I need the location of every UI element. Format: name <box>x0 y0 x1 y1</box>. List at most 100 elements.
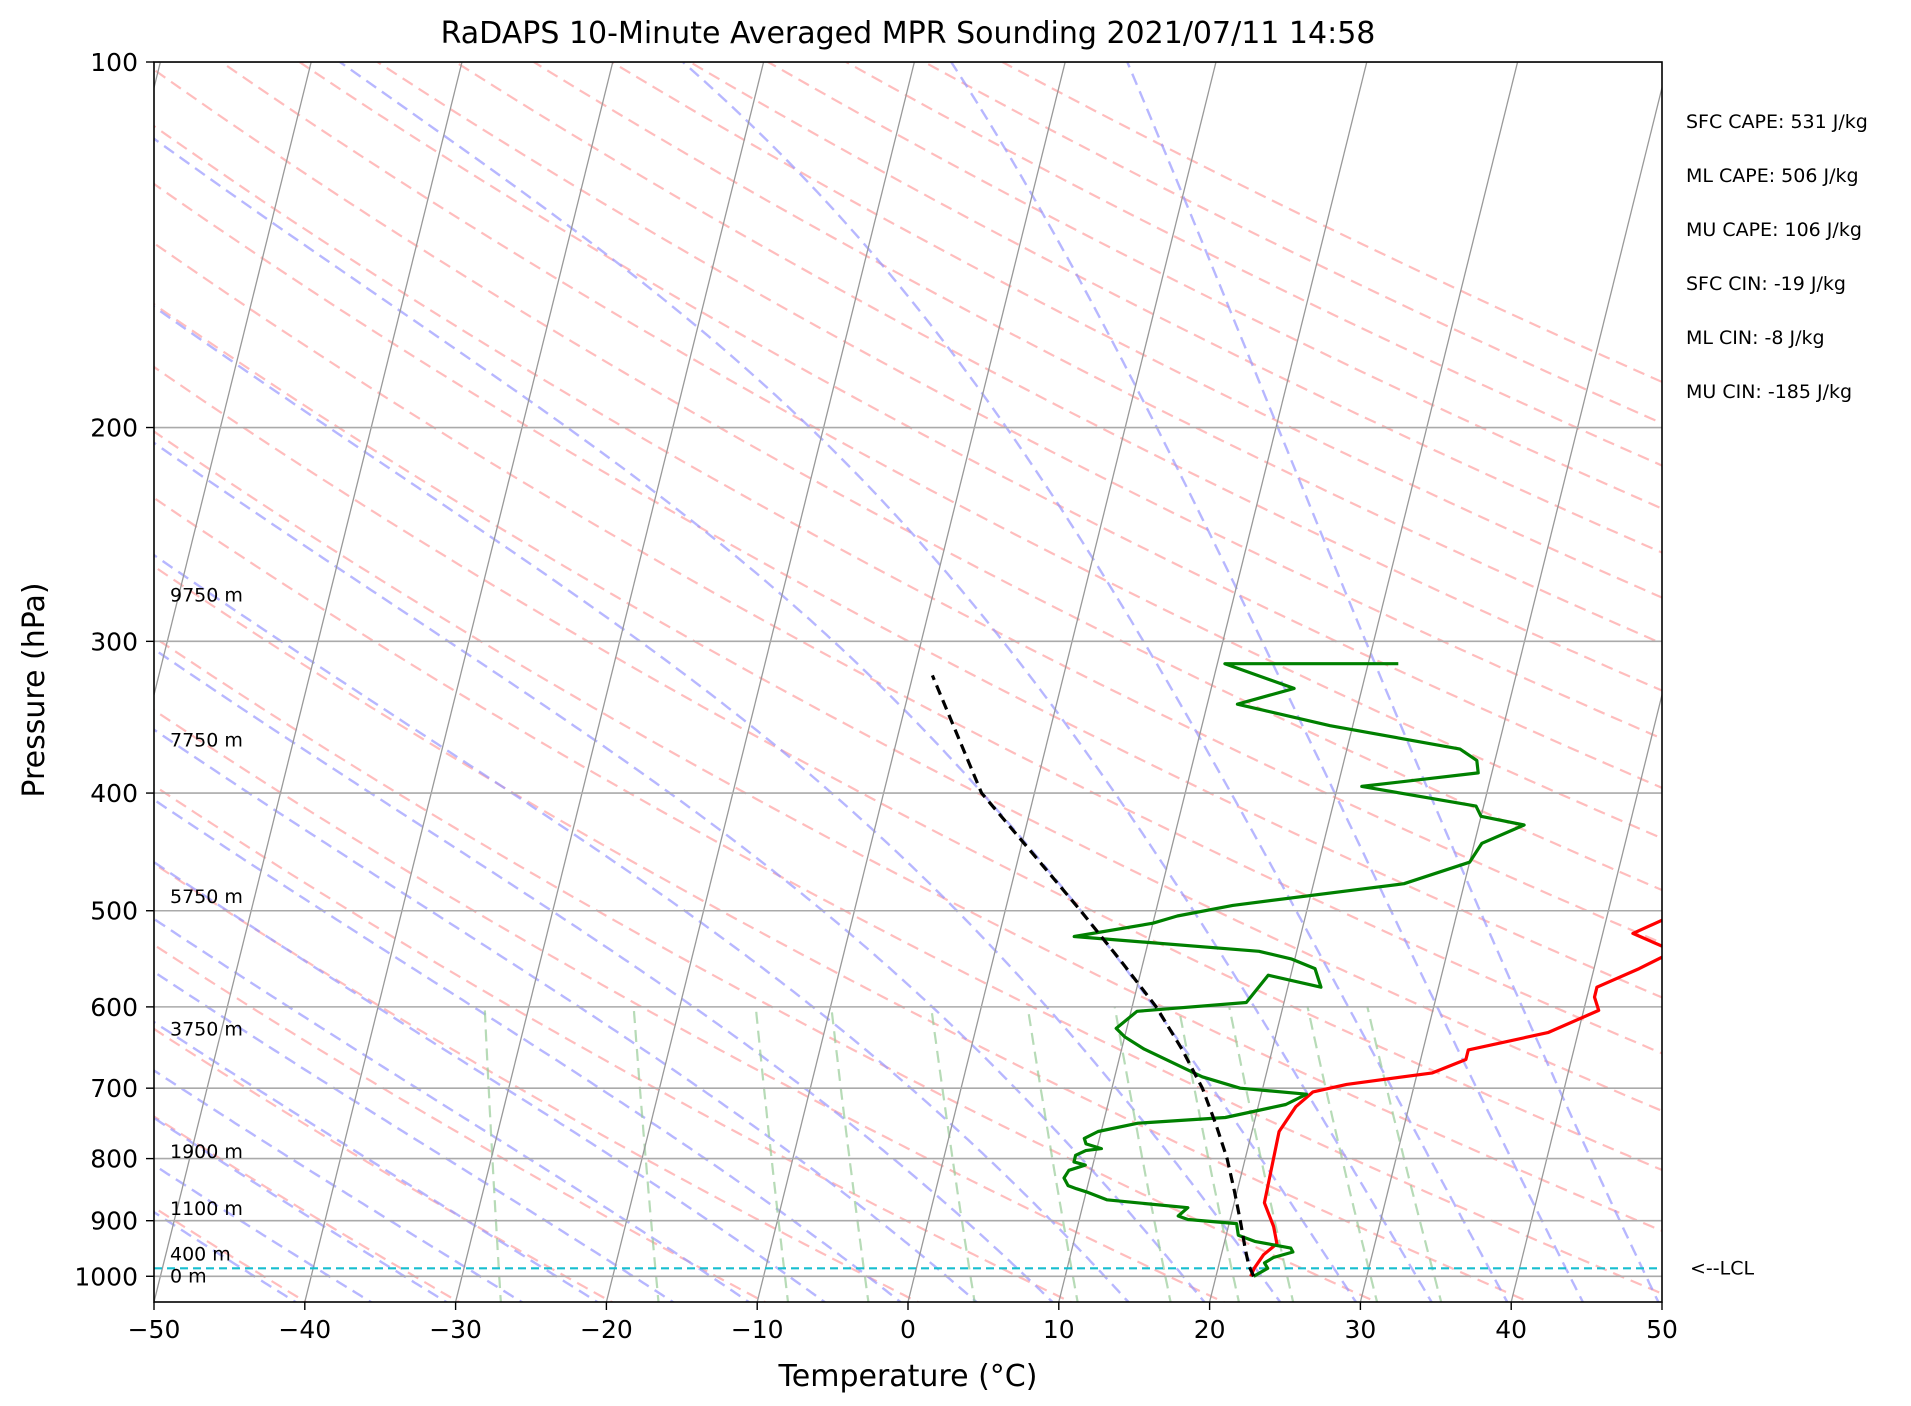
height-label: 7750 m <box>170 729 243 751</box>
y-tick-label: 400 <box>90 779 138 808</box>
dry-adiabat <box>154 635 1380 1302</box>
mixing-ratio-line <box>1228 1006 1295 1302</box>
stat-annotation: SFC CIN: -19 J/kg <box>1686 273 1846 295</box>
height-label: 1900 m <box>170 1141 243 1163</box>
series-lines <box>930 662 1662 1278</box>
lcl-label: <--LCL <box>1690 1257 1754 1279</box>
stat-annotation: ML CAPE: 506 J/kg <box>1686 165 1859 187</box>
x-tick-label: 20 <box>1194 1315 1226 1344</box>
y-tick-label: 700 <box>90 1074 138 1103</box>
dry-adiabat <box>154 68 1662 892</box>
x-tick-label: 10 <box>1043 1315 1075 1344</box>
x-axis: −50 −40 −30 −20 −10 0 10 20 30 40 50 <box>128 1302 1678 1344</box>
dry-adiabat <box>154 124 1662 945</box>
height-labels: 9750 m 7750 m 5750 m 3750 m 1900 m 1100 m 400 … <box>170 584 243 1287</box>
x-axis-label: Temperature (°C) <box>778 1359 1038 1394</box>
y-axis: 100 200 300 400 500 600 700 800 900 1000 <box>74 48 154 1291</box>
dry-adiabat <box>298 62 1662 790</box>
isotherm <box>154 62 312 698</box>
dry-adiabat <box>154 430 1662 1233</box>
plot-area <box>0 62 1662 1307</box>
height-label: 5750 m <box>170 886 243 908</box>
y-tick-label: 500 <box>90 897 138 926</box>
mixing-ratio-line <box>1366 1006 1443 1302</box>
y-tick-label: 300 <box>90 627 138 656</box>
mixing-ratio-line <box>1113 1006 1172 1302</box>
mixing-ratio-line <box>1177 1006 1241 1302</box>
parcel-line <box>930 674 1256 1277</box>
isotherm <box>1359 85 1662 1302</box>
isotherm <box>0 62 10 1307</box>
isotherm <box>1510 692 1662 1302</box>
dry-adiabat <box>923 62 1662 425</box>
mixing-ratio-line <box>1306 1006 1379 1302</box>
mixing-ratio-line <box>930 1006 976 1302</box>
dewpoint-line <box>1062 662 1526 1278</box>
stat-annotation: SFC CAPE: 531 J/kg <box>1686 111 1868 133</box>
dry-adiabat <box>220 62 1662 840</box>
moist-adiabat <box>154 860 827 1302</box>
moist-adiabat <box>154 647 1055 1302</box>
dry-adiabat <box>689 62 1662 554</box>
isotherm <box>454 62 765 1302</box>
height-label: 0 m <box>170 1265 207 1287</box>
moist-adiabat <box>154 917 751 1302</box>
y-tick-label: 600 <box>90 993 138 1022</box>
isotherm <box>1058 62 1368 1302</box>
dry-adiabat <box>376 62 1662 740</box>
x-tick-label: −50 <box>128 1315 181 1344</box>
x-tick-label: 0 <box>900 1315 916 1344</box>
moist-adiabat <box>154 1163 374 1302</box>
dry-adiabat <box>154 708 1227 1302</box>
reference-lines <box>0 62 1662 1307</box>
dry-adiabat <box>154 365 1662 1172</box>
x-tick-label: 30 <box>1344 1315 1376 1344</box>
temperature-line <box>1249 918 1662 1277</box>
moist-adiabat <box>682 62 1509 1302</box>
isotherm <box>1208 62 1519 1302</box>
moist-adiabat <box>154 441 1206 1302</box>
dry-adiabat <box>154 496 1662 1295</box>
height-label: 400 m <box>170 1244 231 1266</box>
dry-adiabat <box>1001 62 1662 384</box>
isotherm <box>154 62 463 1302</box>
isotherm <box>756 62 1066 1302</box>
stat-annotation: MU CIN: -185 J/kg <box>1686 381 1852 403</box>
moist-adiabat <box>154 728 979 1302</box>
stat-annotation: MU CAPE: 106 J/kg <box>1686 219 1862 241</box>
isotherm <box>605 62 916 1302</box>
dry-adiabat <box>455 62 1662 692</box>
dry-adiabat <box>154 1115 462 1302</box>
moist-adiabat <box>154 798 903 1302</box>
stats-annotations: SFC CAPE: 531 J/kg ML CAPE: 506 J/kg MU CA… <box>1686 111 1868 403</box>
x-tick-label: −40 <box>278 1315 331 1344</box>
chart-title: RaDAPS 10-Minute Averaged MPR Sounding 2… <box>441 16 1376 51</box>
x-tick-label: −10 <box>731 1315 784 1344</box>
y-tick-label: 900 <box>90 1207 138 1236</box>
moist-adiabat <box>154 970 676 1302</box>
x-tick-label: 40 <box>1495 1315 1527 1344</box>
stat-annotation: ML CIN: -8 J/kg <box>1686 327 1825 349</box>
dry-adiabat <box>154 302 1662 1113</box>
x-tick-label: 50 <box>1646 1315 1678 1344</box>
x-tick-label: −20 <box>580 1315 633 1344</box>
dry-adiabat <box>845 62 1662 467</box>
plot-frame <box>153 61 1663 1303</box>
y-tick-label: 200 <box>90 414 138 443</box>
dry-adiabat <box>611 62 1662 599</box>
dry-adiabat <box>154 182 1662 999</box>
isotherm <box>304 62 614 1302</box>
height-label: 3750 m <box>170 1018 243 1040</box>
height-label: 9750 m <box>170 584 243 606</box>
y-tick-label: 1000 <box>74 1262 138 1291</box>
mixing-ratio-line <box>1026 1006 1079 1302</box>
x-tick-label: −30 <box>429 1315 482 1344</box>
pressure-gridlines <box>154 62 1662 1278</box>
isotherm <box>907 62 1217 1302</box>
isotherm <box>1661 1299 1662 1302</box>
dry-adiabat <box>154 241 1662 1055</box>
y-tick-label: 100 <box>90 48 138 77</box>
moist-adiabat <box>154 305 1282 1302</box>
dry-adiabat <box>154 862 921 1302</box>
